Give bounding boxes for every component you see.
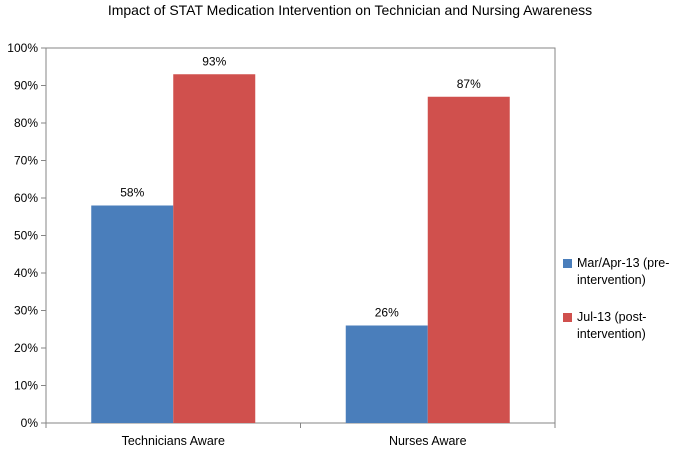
y-tick-label: 60% [14, 191, 38, 205]
y-tick-label: 0% [21, 416, 39, 430]
y-tick-label: 30% [14, 304, 38, 318]
y-tick-label: 90% [14, 79, 38, 93]
y-tick-label: 10% [14, 379, 38, 393]
y-tick-label: 20% [14, 341, 38, 355]
legend-item-pre: Mar/Apr-13 (pre-intervention) [563, 255, 693, 289]
legend-swatch-pre [563, 259, 572, 268]
x-tick-label: Technicians Aware [122, 434, 225, 448]
legend-label-post: Jul-13 (post-intervention) [577, 310, 647, 341]
data-label: 93% [202, 54, 226, 68]
legend: Mar/Apr-13 (pre-intervention) Jul-13 (po… [563, 255, 693, 363]
legend-swatch-post [563, 313, 572, 322]
y-tick-label: 100% [7, 41, 38, 55]
y-tick-label: 70% [14, 154, 38, 168]
data-label: 26% [375, 306, 399, 320]
bar [345, 325, 428, 423]
y-tick-label: 80% [14, 116, 38, 130]
y-tick-label: 50% [14, 229, 38, 243]
data-label: 87% [457, 77, 481, 91]
data-label: 58% [120, 186, 144, 200]
legend-item-post: Jul-13 (post-intervention) [563, 309, 693, 343]
x-tick-label: Nurses Aware [389, 434, 467, 448]
bar [173, 74, 256, 423]
y-tick-label: 40% [14, 266, 38, 280]
legend-label-pre: Mar/Apr-13 (pre-intervention) [577, 256, 670, 287]
chart-title: Impact of STAT Medication Intervention o… [107, 2, 593, 18]
bar [427, 96, 510, 423]
bar [91, 205, 174, 423]
